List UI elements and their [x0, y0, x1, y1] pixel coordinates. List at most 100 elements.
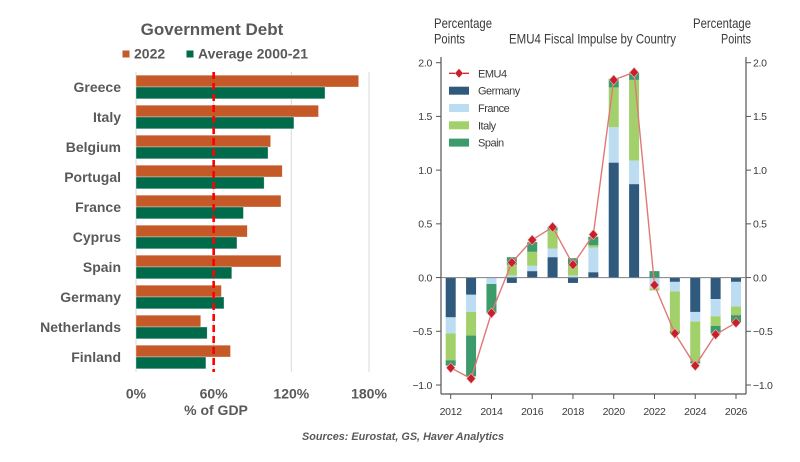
bar-spain-2014	[486, 284, 497, 314]
bar-average-2000-21-netherlands	[135, 326, 208, 340]
bar-germany-2021	[629, 184, 640, 278]
bar-italy-2020	[608, 87, 619, 128]
left-y-tick-label: 1.0	[418, 165, 432, 177]
bar-germany-2017	[547, 257, 558, 278]
legend-label-spain: Spain	[478, 138, 504, 150]
bar-france-2024	[690, 311, 701, 322]
bar-italy-2012	[445, 333, 456, 361]
left-y-tick-label: 0.0	[418, 272, 432, 284]
bar-germany-2024	[690, 277, 701, 312]
legend-swatch-france	[449, 104, 469, 112]
bar-2022-greece	[135, 74, 359, 88]
right-y-tick-label: 0.5	[753, 219, 767, 231]
bar-germany-2025	[710, 277, 721, 300]
left-y-tick-label: 2.0	[418, 58, 432, 70]
right-axis-title-line1: Percentage	[693, 15, 751, 31]
bar-italy-2024	[690, 321, 701, 362]
category-label: Greece	[74, 79, 122, 95]
bar-average-2000-21-france	[135, 206, 244, 220]
x-tick-label: 2016	[521, 406, 544, 418]
bar-average-2000-21-portugal	[135, 176, 265, 190]
bar-average-2000-21-cyprus	[135, 236, 238, 250]
bar-france-2017	[547, 248, 558, 258]
legend-marker-emu4	[455, 68, 463, 78]
bar-spain-2019	[588, 236, 599, 246]
bar-spain-2013	[466, 335, 477, 377]
legend-label-germany: Germany	[478, 86, 521, 98]
bar-2022-italy	[135, 104, 319, 118]
bar-italy-2013	[466, 311, 477, 336]
category-label: Portugal	[64, 169, 121, 185]
bar-average-2000-21-finland	[135, 356, 207, 370]
bar-italy-2026	[731, 306, 741, 316]
bar-germany-2012	[445, 277, 456, 318]
source-note: Sources: Eurostat, GS, Haver Analytics	[302, 431, 504, 443]
legend-swatch-italy	[449, 121, 469, 130]
x-tick-label: 2020	[603, 406, 626, 418]
bar-italy-2023	[669, 291, 680, 332]
bar-spain-2016	[527, 242, 538, 252]
x-tick-label: 180%	[351, 386, 387, 402]
bar-france-2012	[445, 317, 456, 334]
marker-emu4-2016	[527, 234, 538, 246]
bar-2022-finland	[135, 344, 231, 358]
x-tick-label: 120%	[273, 386, 309, 402]
category-label: France	[75, 199, 121, 215]
x-axis-title: % of GDP	[184, 402, 248, 418]
bar-italy-2015	[506, 264, 517, 276]
legend-label-average-2000-21: Average 2000-21	[198, 46, 308, 62]
left-y-tick-label: 0.5	[418, 219, 432, 231]
bar-2022-spain	[135, 254, 282, 268]
bar-france-2016	[527, 265, 538, 272]
bar-france-2013	[466, 294, 477, 312]
legend-swatch-germany	[449, 86, 469, 95]
x-tick-label: 2026	[725, 406, 748, 418]
marker-emu4-2022	[649, 279, 660, 291]
bar-italy-2018	[567, 265, 578, 276]
right-y-tick-label: 1.0	[753, 165, 767, 177]
bar-france-2020	[608, 127, 619, 163]
bar-italy-2016	[527, 251, 538, 266]
x-tick-label: 2018	[562, 406, 585, 418]
bar-italy-2019	[588, 245, 599, 248]
right-axis-title-line2: Points	[721, 31, 751, 47]
fiscal-impulse-chart: Percentage Points EMU4 Fiscal Impulse by…	[412, 15, 773, 418]
marker-emu4-2019	[588, 229, 599, 241]
bar-spain-2022	[649, 271, 660, 278]
left-y-tick-label: 1.5	[418, 111, 432, 123]
plot-area: 0% 60% 120% 180% Greece Italy Belgium Portugal F…	[40, 72, 387, 402]
marker-emu4-2012	[445, 362, 456, 374]
bar-germany-2018	[567, 277, 578, 283]
left-axis-title-line1: Percentage	[434, 15, 492, 31]
bar-2022-portugal	[135, 164, 283, 178]
marker-emu4-2013	[466, 373, 476, 385]
legend-swatch-spain	[449, 138, 469, 147]
bar-2022-france	[135, 194, 282, 208]
right-y-tick-label: −0.5	[753, 326, 773, 338]
category-label: Cyprus	[73, 229, 121, 245]
bar-france-2018	[567, 275, 578, 278]
legend-label-france: France	[478, 103, 510, 115]
bar-germany-2020	[608, 162, 619, 278]
chart-title: Government Debt	[141, 20, 284, 39]
marker-emu4-2015	[506, 257, 517, 268]
category-label: Italy	[93, 109, 121, 125]
legend-label-2022: 2022	[134, 46, 165, 62]
left-axis-title-line2: Points	[434, 31, 465, 47]
right-y-tick-label: 0.0	[753, 272, 767, 284]
chart-title: EMU4 Fiscal Impulse by Country	[509, 31, 676, 47]
bar-2022-belgium	[135, 134, 271, 148]
legend: 2022 Average 2000-21	[122, 46, 308, 62]
left-y-tick-label: −0.5	[412, 326, 432, 338]
marker-emu4-2026	[731, 317, 741, 329]
marker-emu4-2025	[710, 329, 721, 340]
bar-france-2015	[506, 275, 517, 278]
right-y-tick-label: −1.0	[753, 380, 773, 392]
x-tick-label: 60%	[200, 386, 229, 402]
x-tick-label: 2012	[440, 406, 463, 418]
bar-2022-cyprus	[135, 224, 248, 238]
bar-2022-germany	[135, 284, 222, 298]
bar-germany-2026	[731, 277, 741, 282]
bar-germany-2019	[588, 272, 599, 278]
